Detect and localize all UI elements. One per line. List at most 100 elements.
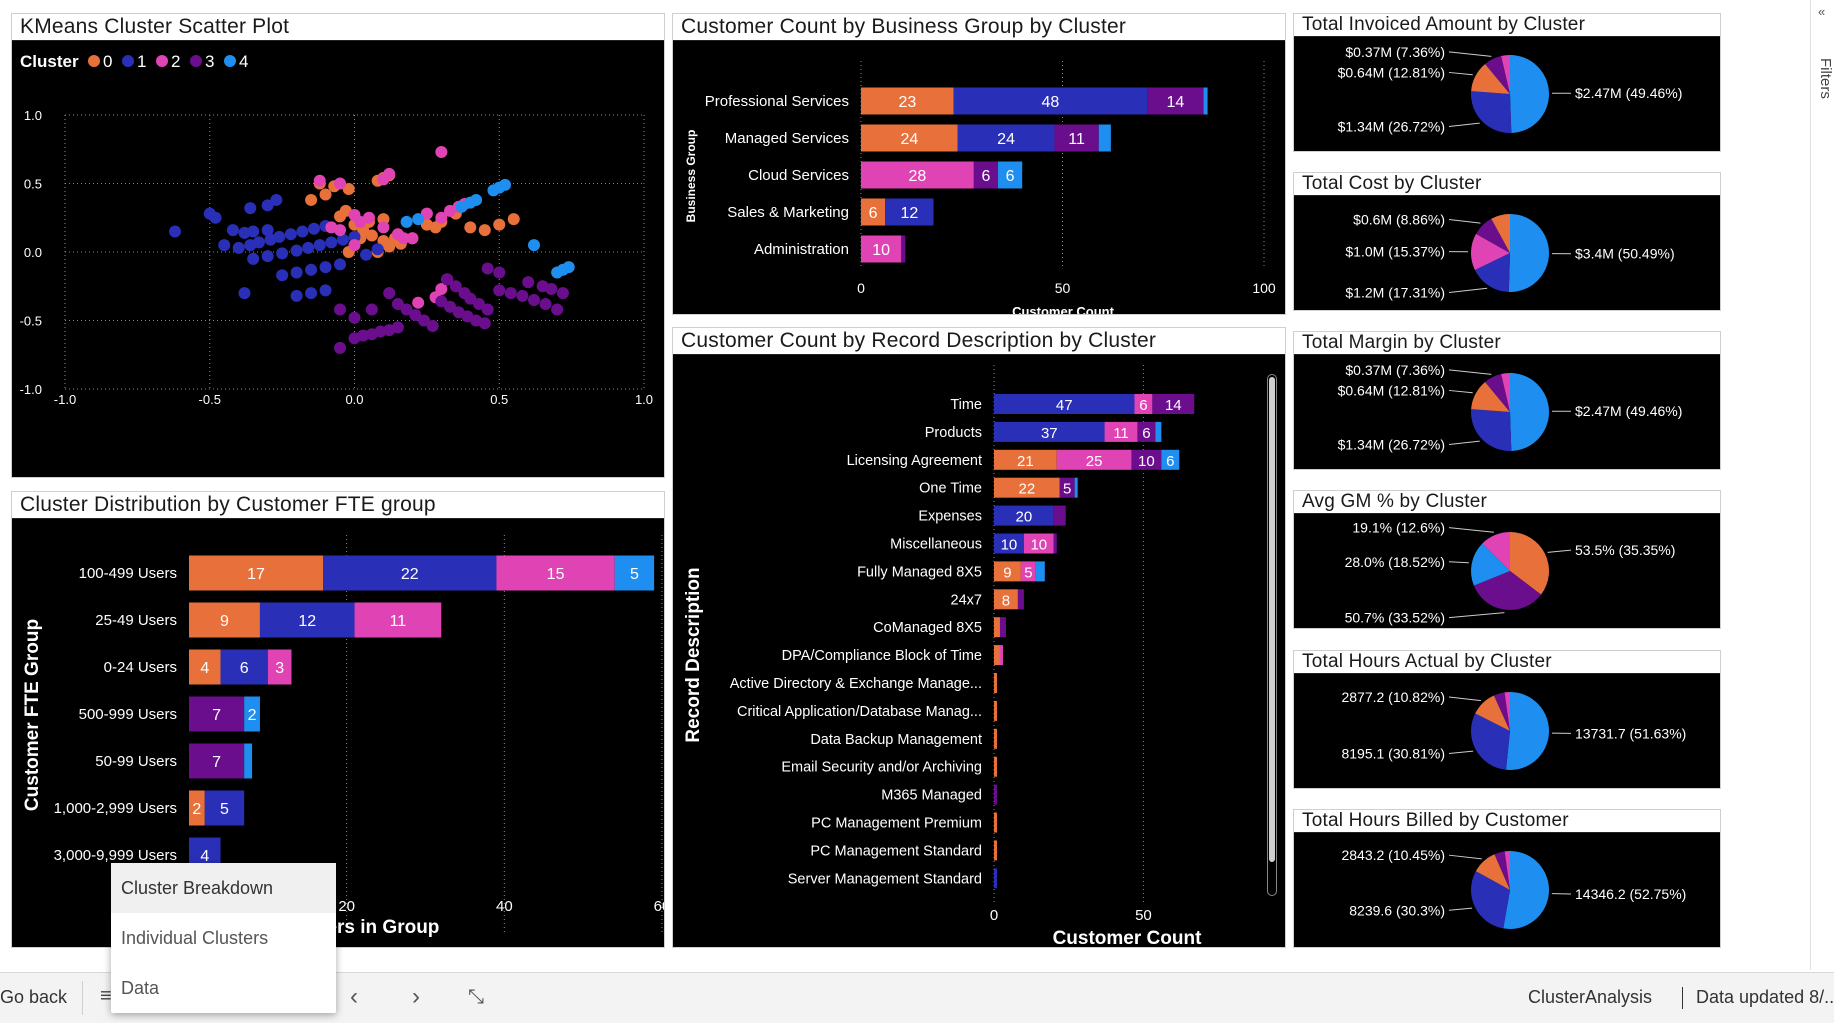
bar-segment-cluster-0 [994,757,997,777]
data-label: 7 [212,707,221,724]
category-label: 1,000-2,999 Users [54,800,177,817]
leader-line [1449,72,1473,74]
bar-segment-cluster-0 [994,840,997,860]
filters-pane-collapsed[interactable] [1810,0,1834,970]
x-tick-label: 0 [857,280,865,296]
pie-slice-cluster-4 [1503,851,1549,929]
pie-slice-cluster-4 [1510,55,1549,133]
bar-segment-cluster-0 [994,617,1000,637]
pie-chart[interactable]: $2.47M (49.46%)$1.34M (26.72%)$0.64M (12… [1294,355,1720,469]
category-label: PC Management Premium [811,816,982,832]
slice-data-label: $2.47M (49.46%) [1575,403,1682,419]
scatter-point-cluster-1 [308,223,320,235]
scatter-point-cluster-0 [305,194,317,206]
category-label: 3,000-9,999 Users [54,847,177,864]
data-label: 23 [898,94,916,111]
data-label: 10 [872,242,890,259]
pie-title: Total Hours Actual by Cluster [1294,651,1720,674]
scatter-point-cluster-1 [276,247,288,259]
scatter-point-cluster-0 [320,188,332,200]
data-label: 6 [1142,425,1150,442]
pie-visual[interactable]: Total Margin by Cluster$2.47M (49.46%)$1… [1293,331,1721,470]
category-label: Email Security and/or Archiving [781,760,982,776]
page-item-data[interactable]: Data [111,963,336,1013]
next-page-icon[interactable]: › [412,983,420,1011]
data-updated-text: Data updated 8/... [1696,987,1834,1008]
x-axis-title: Customer Count [1012,304,1115,314]
pie-chart[interactable]: 53.5% (35.35%)50.7% (33.52%)28.0% (18.52… [1294,514,1720,628]
legend-title: Cluster [20,52,79,71]
scatter-point-cluster-0 [479,224,491,236]
data-label: 2 [192,801,201,818]
scatter-point-cluster-3 [522,276,534,288]
pie-title: Total Hours Billed by Customer [1294,810,1720,833]
slice-data-label: 28.0% (18.52%) [1345,554,1445,570]
page-item-cluster-breakdown[interactable]: Cluster Breakdown [111,863,336,913]
scatter-point-cluster-1 [305,264,317,276]
y-axis-title: Customer FTE Group [22,619,43,811]
category-label: Server Management Standard [788,871,982,887]
pie-chart[interactable]: 13731.7 (51.63%)8195.1 (30.81%)2877.2 (1… [1294,674,1720,788]
legend-item-1: 1 [137,52,146,71]
fte-title: Cluster Distribution by Customer FTE gro… [12,492,664,519]
pie-visual[interactable]: Total Invoiced Amount by Cluster$2.47M (… [1293,13,1721,152]
scatter-point-cluster-1 [291,267,303,279]
data-label: 12 [298,613,316,630]
data-label: 9 [220,613,229,630]
data-label: 6 [1166,453,1174,470]
x-tick-label: 0.0 [345,392,363,407]
pie-visual[interactable]: Total Cost by Cluster$3.4M (50.49%)$1.2M… [1293,172,1721,311]
data-label: 25 [1086,453,1103,470]
bizgroup-visual[interactable]: Customer Count by Business Group by Clus… [672,13,1286,315]
scatter-point-cluster-3 [392,321,404,333]
category-label: Time [950,397,982,413]
category-label: 0-24 Users [104,659,177,676]
pie-chart[interactable]: 14346.2 (52.75%)8239.6 (30.3%)2843.2 (10… [1294,833,1720,947]
filters-label[interactable]: Filters [1812,58,1834,118]
legend-swatch-1 [122,55,134,67]
previous-page-icon[interactable]: ‹ [350,983,358,1011]
data-label: 22 [1019,481,1036,498]
scatter-point-cluster-1 [244,202,256,214]
scatter-point-cluster-1 [218,239,230,251]
pie-chart[interactable]: $3.4M (50.49%)$1.2M (17.31%)$1.0M (15.37… [1294,196,1720,310]
scatter-point-cluster-3 [505,287,517,299]
pie-slice-cluster-1 [1471,91,1511,133]
record-scrollbar-thumb[interactable] [1269,377,1275,862]
bar-segment-cluster-3 [901,236,905,263]
scatter-point-cluster-3 [551,304,563,316]
page-item-individual-clusters[interactable]: Individual Clusters [111,913,336,963]
category-label: Professional Services [705,93,849,110]
pie-chart[interactable]: $2.47M (49.46%)$1.34M (26.72%)$0.64M (12… [1294,37,1720,151]
pages-menu-icon[interactable]: ≡ [100,985,112,1008]
data-label: 6 [869,205,878,222]
go-back-button[interactable]: Go back [0,987,67,1008]
y-axis-title: Record Description [683,567,704,742]
x-tick-label: 50 [1055,280,1071,296]
scatter-point-cluster-1 [247,225,259,237]
pie-title: Total Cost by Cluster [1294,173,1720,196]
data-label: 24 [997,131,1015,148]
scatter-point-cluster-1 [302,242,314,254]
category-label: Products [925,425,982,441]
scatter-point-cluster-0 [508,213,520,225]
scatter-point-cluster-1 [210,212,222,224]
record-visual[interactable]: Customer Count by Record Description by … [672,327,1286,948]
expand-chevron-icon[interactable]: « [1818,4,1825,19]
data-label: 10 [1138,453,1155,470]
fte-visual[interactable]: Cluster Distribution by Customer FTE gro… [11,491,665,948]
scatter-point-cluster-1 [305,287,317,299]
pie-title: Total Invoiced Amount by Cluster [1294,14,1720,37]
fullscreen-exit-icon[interactable]: ⤡ [468,986,484,1009]
scatter-point-cluster-4 [401,216,413,228]
scatter-point-cluster-1 [320,261,332,273]
legend-item-4: 4 [239,52,248,71]
